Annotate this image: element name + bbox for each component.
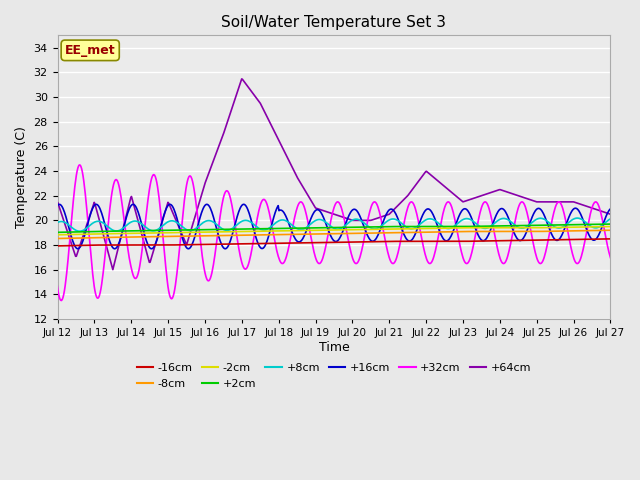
Legend: -16cm, -8cm, -2cm, +2cm, +8cm, +16cm, +32cm, +64cm: -16cm, -8cm, -2cm, +2cm, +8cm, +16cm, +3… <box>132 359 536 393</box>
Title: Soil/Water Temperature Set 3: Soil/Water Temperature Set 3 <box>221 15 447 30</box>
X-axis label: Time: Time <box>319 341 349 354</box>
Y-axis label: Temperature (C): Temperature (C) <box>15 126 28 228</box>
Text: EE_met: EE_met <box>65 44 116 57</box>
